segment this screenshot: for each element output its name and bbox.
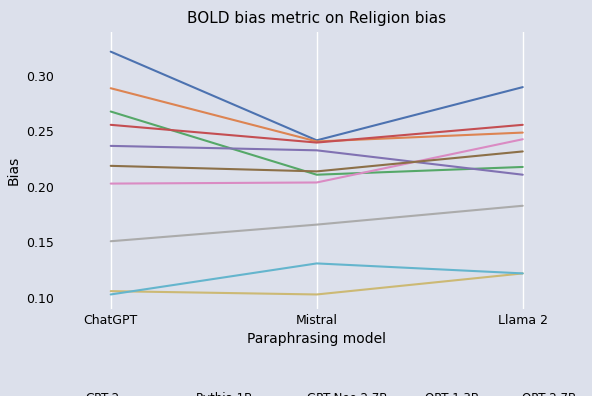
Y-axis label: Bias: Bias (7, 156, 21, 185)
Legend: GPT-2, Pythia 410M, Pythia 1B, Pythia 160M, GPT-Neo 2.7B, GPT-Neo 1.3B, OPT 1.3B: GPT-2, Pythia 410M, Pythia 1B, Pythia 16… (57, 392, 577, 396)
Title: BOLD bias metric on Religion bias: BOLD bias metric on Religion bias (187, 11, 446, 27)
X-axis label: Paraphrasing model: Paraphrasing model (247, 332, 386, 346)
